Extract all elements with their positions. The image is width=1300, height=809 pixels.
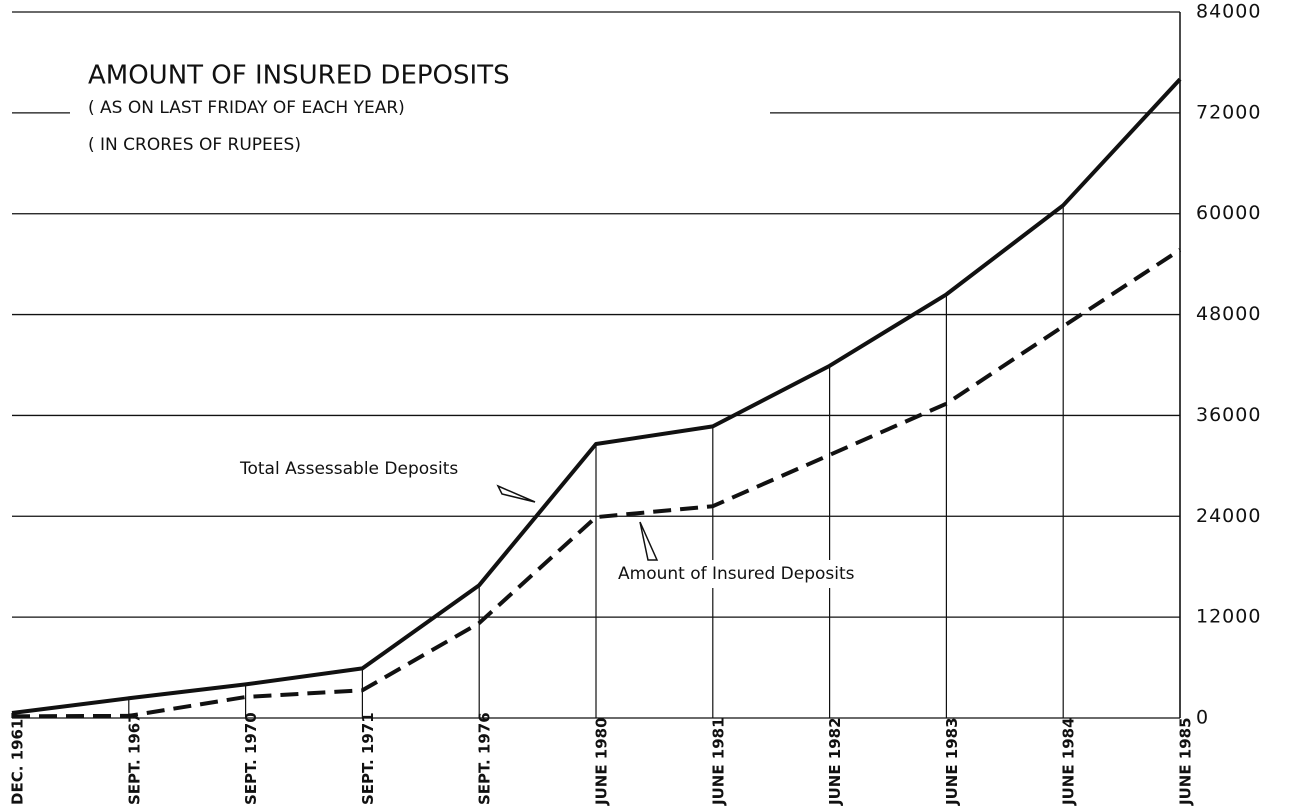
series-line (11, 248, 1182, 719)
x-tick-label: JUNE 1982 (826, 717, 844, 806)
title-backdrop (70, 50, 770, 180)
annotation-backdrop (232, 456, 537, 482)
y-tick-label: 48000 (1196, 303, 1261, 325)
annotation-pointer (639, 521, 659, 561)
annotation: Total Assessable Deposits (239, 459, 458, 479)
chart-units: ( IN CRORES OF RUPEES) (88, 135, 301, 155)
y-tick-label: 36000 (1196, 404, 1261, 426)
series-line (11, 77, 1182, 715)
x-tick-label: JUNE 1985 (1177, 717, 1195, 806)
x-tick-label: JUNE 1981 (709, 717, 727, 806)
x-tick-label: DEC. 1961 (9, 719, 27, 805)
y-tick-label: 60000 (1196, 202, 1261, 224)
annotation: Amount of Insured Deposits (618, 564, 855, 584)
y-tick-label: 72000 (1196, 101, 1261, 123)
x-tick-label: SEPT. 1971 (359, 712, 377, 805)
marks (11, 77, 1182, 719)
y-tick-label: 0 (1196, 707, 1209, 729)
chart-subtitle: ( AS ON LAST FRIDAY OF EACH YEAR) (88, 98, 405, 118)
x-tick-label: JUNE 1983 (943, 717, 961, 806)
x-tick-label: SEPT. 1967 (125, 712, 143, 805)
chart-title: AMOUNT OF INSURED DEPOSITS (88, 61, 510, 91)
y-tick-label: 84000 (1196, 1, 1261, 23)
x-tick-label: SEPT. 1976 (476, 712, 494, 805)
y-tick-label: 24000 (1196, 505, 1261, 527)
x-tick-label: JUNE 1984 (1060, 717, 1078, 806)
y-tick-label: 12000 (1196, 606, 1261, 628)
annotation-pointer (496, 484, 536, 503)
x-tick-label: JUNE 1980 (593, 717, 611, 806)
annotation-backdrop (610, 560, 940, 588)
x-tick-label: SEPT. 1970 (242, 712, 260, 805)
